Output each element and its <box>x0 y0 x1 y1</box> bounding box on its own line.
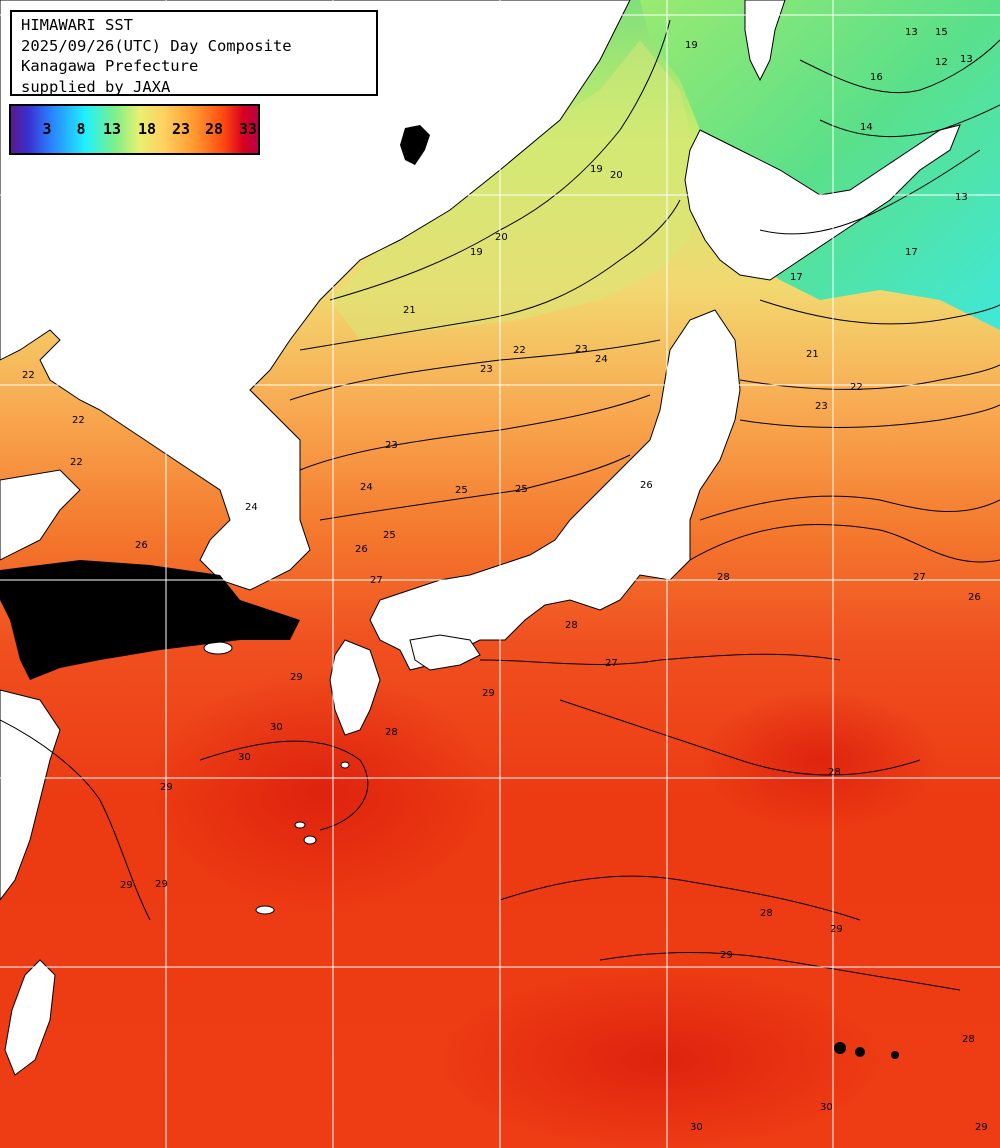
contour-label: 24 <box>595 354 608 365</box>
taiwan <box>4 959 56 1076</box>
island <box>340 761 350 769</box>
warm-patch <box>150 670 490 910</box>
contour-label: 22 <box>513 345 526 356</box>
legend-label: 28 <box>204 120 224 138</box>
contour-label: 28 <box>565 620 578 631</box>
contour-label: 25 <box>455 485 468 496</box>
contour-label: 26 <box>968 592 981 603</box>
contour-label: 23 <box>815 401 828 412</box>
contour-label: 28 <box>962 1034 975 1045</box>
cloud-island <box>400 125 430 165</box>
contour-label: 25 <box>383 530 396 541</box>
contour-label: 19 <box>590 164 603 175</box>
contour-label: 29 <box>160 782 173 793</box>
contour-label: 29 <box>975 1122 988 1133</box>
contour-label: 29 <box>155 879 168 890</box>
legend-label: 18 <box>137 120 157 138</box>
contour-label: 27 <box>605 658 618 669</box>
contour-label: 29 <box>720 950 733 961</box>
contour-label: 17 <box>905 247 918 258</box>
cloud-speck <box>834 1042 846 1054</box>
contour-label: 13 <box>960 54 973 65</box>
warm-patch <box>700 690 940 830</box>
contour-label: 21 <box>806 349 819 360</box>
contour-label: 27 <box>913 572 926 583</box>
contour-label: 24 <box>245 502 258 513</box>
contour-label: 25 <box>515 484 528 495</box>
legend-label: 23 <box>171 120 191 138</box>
contour-label: 28 <box>760 908 773 919</box>
contour-label: 29 <box>120 880 133 891</box>
china-coast-south <box>0 689 61 901</box>
contour-label: 30 <box>270 722 283 733</box>
satellite-title: HIMAWARI SST <box>21 16 133 34</box>
contour-label: 29 <box>290 672 303 683</box>
cold-water-region <box>640 0 1000 330</box>
contour-label: 28 <box>717 572 730 583</box>
okinawa <box>255 905 275 915</box>
sakhalin <box>744 0 786 82</box>
legend-labels: 3 8 13 18 23 28 33 <box>11 120 258 140</box>
contour-label: 20 <box>610 170 623 181</box>
island <box>303 835 317 845</box>
contour-label: 26 <box>640 480 653 491</box>
contour-label: 22 <box>22 370 35 381</box>
contour-label: 29 <box>482 688 495 699</box>
legend-label: 3 <box>42 120 52 138</box>
contour-label: 28 <box>385 727 398 738</box>
contour-label: 30 <box>820 1102 833 1113</box>
contour-label: 22 <box>72 415 85 426</box>
contour-label: 13 <box>955 192 968 203</box>
china-coast <box>0 469 81 561</box>
credit-line: supplied by JAXA <box>21 77 171 96</box>
contour-labels: 15 13 12 13 16 14 13 19 19 20 17 17 20 19 21 22 22 22 22 21… <box>22 27 988 1133</box>
date-line: 2025/09/26(UTC) Day Composite <box>21 36 292 55</box>
island <box>294 821 306 829</box>
hokkaido <box>684 124 961 281</box>
contour-label: 17 <box>790 272 803 283</box>
cloud-area <box>0 560 300 680</box>
contour-label: 24 <box>360 482 373 493</box>
prefecture-line: Kanagawa Prefecture <box>21 57 199 75</box>
contour-label: 30 <box>690 1122 703 1133</box>
contour-label: 29 <box>830 924 843 935</box>
contour-label: 22 <box>70 457 83 468</box>
legend-label: 8 <box>76 120 86 138</box>
contour-label: 23 <box>385 440 398 451</box>
cloud-speck <box>891 1051 899 1059</box>
contour-label: 19 <box>685 40 698 51</box>
contour-label: 30 <box>238 752 251 763</box>
contour-label: 21 <box>403 305 416 316</box>
contour-label: 13 <box>905 27 918 38</box>
sea-of-japan-cool <box>330 40 700 340</box>
contour-label: 23 <box>480 364 493 375</box>
legend-label: 33 <box>238 120 258 138</box>
contour-label: 14 <box>860 122 873 133</box>
shikoku <box>409 634 481 671</box>
contour-label: 16 <box>870 72 883 83</box>
contour-label: 22 <box>850 382 863 393</box>
contour-label: 26 <box>135 540 148 551</box>
contour-label: 28 <box>828 767 841 778</box>
color-legend: 3 8 13 18 23 28 33 <box>9 104 260 155</box>
contour-label: 15 <box>935 27 948 38</box>
cloud-speck <box>855 1047 865 1057</box>
contour-label: 12 <box>935 57 948 68</box>
warm-patch <box>440 970 880 1148</box>
contour-label: 20 <box>495 232 508 243</box>
cloud-mask <box>0 125 899 1059</box>
title-box: HIMAWARI SST 2025/09/26(UTC) Day Composi… <box>10 10 378 96</box>
legend-label: 13 <box>102 120 122 138</box>
contour-label: 26 <box>355 544 368 555</box>
contour-label: 19 <box>470 247 483 258</box>
contour-label: 27 <box>370 575 383 586</box>
contour-label: 23 <box>575 344 588 355</box>
